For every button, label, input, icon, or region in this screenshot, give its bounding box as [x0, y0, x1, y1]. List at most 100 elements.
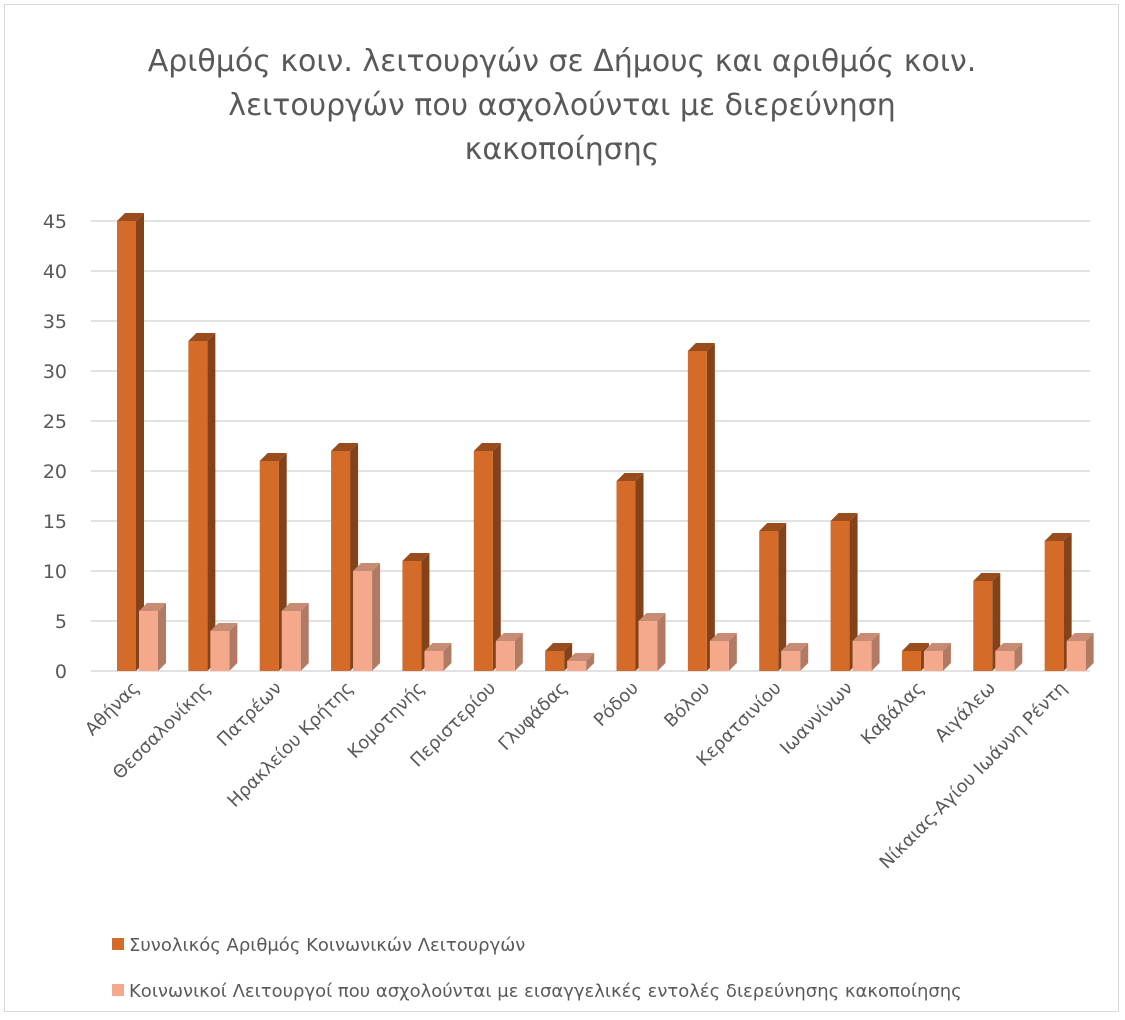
bar-front-face	[402, 561, 422, 671]
y-tick-label-40: 40	[43, 261, 67, 283]
bar-front-face	[973, 581, 993, 671]
y-tick-label-30: 30	[43, 361, 67, 383]
bar-abuse-investigation-4	[353, 563, 381, 671]
bar-top-face	[259, 453, 287, 461]
bar-side-face	[136, 213, 144, 671]
bar-front-face	[759, 531, 779, 671]
bar-front-face	[830, 521, 850, 671]
bar-abuse-investigation-6	[495, 633, 523, 671]
bar-side-face	[942, 643, 951, 671]
bar-side-face	[778, 523, 787, 671]
y-tick-label-25: 25	[43, 411, 67, 433]
bar-front-face	[281, 611, 301, 671]
bar-front-face	[473, 451, 493, 671]
bar-front-face	[495, 641, 515, 671]
bar-top-face	[973, 573, 1001, 581]
x-category-label-3: Πατρέων	[213, 678, 286, 751]
chart-title-line-2: λειτουργών που ασχολούνται με διερεύνηση	[228, 88, 896, 123]
bar-front-face	[995, 651, 1015, 671]
bar-top-face	[852, 633, 880, 641]
bar-side-face	[871, 633, 880, 671]
bar-total-1	[117, 213, 144, 671]
y-tick-label-15: 15	[43, 511, 67, 533]
y-tick-label-0: 0	[55, 661, 67, 683]
bar-side-face	[443, 643, 452, 671]
bar-top-face	[545, 643, 573, 651]
bar-top-face	[402, 553, 430, 561]
bar-front-face	[901, 651, 921, 671]
bar-top-face	[353, 563, 381, 571]
bar-side-face	[421, 553, 430, 671]
bar-front-face	[567, 661, 587, 671]
bar-abuse-investigation-1	[139, 603, 166, 671]
bar-top-face	[210, 623, 238, 631]
legend-swatch	[112, 938, 124, 950]
chart-frame: Αριθμός κοιν. λειτουργών σε Δήμους και α…	[4, 4, 1119, 1012]
bar-top-face	[830, 513, 858, 521]
bar-front-face	[1044, 541, 1064, 671]
bar-abuse-investigation-14	[1066, 633, 1094, 671]
x-category-label-11: Ιωαννίνων	[776, 678, 857, 759]
bar-front-face	[210, 631, 230, 671]
bar-total-11	[830, 513, 858, 671]
bar-top-face	[139, 603, 166, 611]
bar-front-face	[188, 341, 208, 671]
chart-title: Αριθμός κοιν. λειτουργών σε Δήμους και α…	[148, 44, 977, 167]
bar-abuse-investigation-2	[210, 623, 238, 671]
bar-front-face	[117, 221, 136, 671]
bar-top-face	[567, 653, 595, 661]
bar-top-face	[995, 643, 1023, 651]
bar-top-face	[638, 613, 666, 621]
bar-front-face	[545, 651, 565, 671]
bar-side-face	[849, 513, 858, 671]
bar-top-face	[473, 443, 501, 451]
bar-side-face	[514, 633, 523, 671]
bar-side-face	[207, 333, 216, 671]
bar-side-face	[492, 443, 501, 671]
bar-front-face	[331, 451, 351, 671]
chart-svg: Αριθμός κοιν. λειτουργών σε Δήμους και α…	[43, 44, 1094, 1002]
bar-top-face	[495, 633, 523, 641]
bar-side-face	[1085, 633, 1094, 671]
chart-title-line-1: Αριθμός κοιν. λειτουργών σε Δήμους και α…	[148, 44, 977, 79]
bar-top-face	[424, 643, 452, 651]
bar-front-face	[852, 641, 872, 671]
bar-side-face	[657, 613, 666, 671]
bar-total-2	[188, 333, 216, 671]
bar-top-face	[1044, 533, 1072, 541]
bar-side-face	[300, 603, 309, 671]
bar-total-5	[402, 553, 430, 671]
x-category-label-8: Ρόδου	[590, 678, 643, 731]
bar-abuse-investigation-11	[852, 633, 880, 671]
bar-front-face	[638, 621, 658, 671]
bar-front-face	[781, 651, 801, 671]
bar-side-face	[158, 603, 166, 671]
bar-abuse-investigation-3	[281, 603, 309, 671]
bar-side-face	[992, 573, 1001, 671]
y-tick-label-20: 20	[43, 461, 67, 483]
bar-abuse-investigation-12	[923, 643, 951, 671]
y-axis-ticks: 0 5 10 15 20 25 30 35 40 45	[43, 211, 67, 683]
x-category-label-13: Αιγάλεω	[931, 678, 1000, 747]
y-tick-label-45: 45	[43, 211, 67, 233]
y-tick-label-10: 10	[43, 561, 67, 583]
legend-swatch	[112, 984, 124, 996]
legend-label: Κοινωνικοί Λειτουργοί που ασχολούνται με…	[129, 981, 962, 1002]
bar-total-14	[1044, 533, 1072, 671]
gridlines	[91, 220, 1090, 672]
x-category-label-4: Ηρακλείου Κρήτης	[224, 678, 358, 812]
bar-front-face	[923, 651, 943, 671]
chart-title-line-3: κακοποίησης	[465, 132, 660, 167]
bar-total-6	[473, 443, 501, 671]
bar-side-face	[1014, 643, 1023, 671]
bar-total-13	[973, 573, 1001, 671]
y-tick-label-35: 35	[43, 311, 67, 333]
bar-abuse-investigation-9	[709, 633, 737, 671]
legend-item-1: Συνολικός Αριθμός Κοινωνικών Λειτουργών	[112, 935, 525, 956]
y-tick-label-5: 5	[55, 611, 67, 633]
bar-top-face	[759, 523, 787, 531]
bar-front-face	[259, 461, 279, 671]
bar-top-face	[331, 443, 359, 451]
bar-top-face	[281, 603, 309, 611]
